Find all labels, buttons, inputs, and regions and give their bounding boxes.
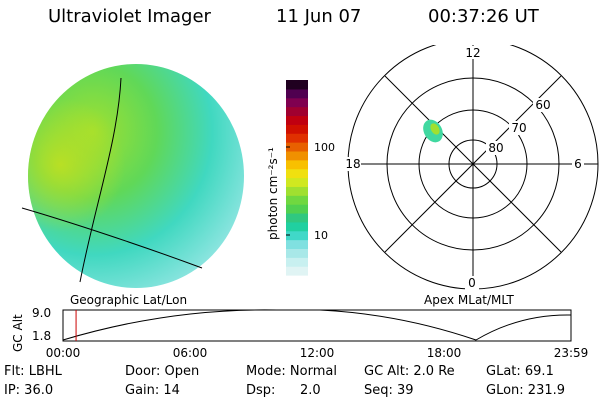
colorbar-segment — [286, 239, 308, 250]
latitude-line — [21, 207, 203, 269]
colorbar-scale — [286, 80, 308, 276]
colorbar-segment — [286, 230, 308, 241]
ip-status: IP: 36.0 — [4, 383, 54, 398]
instrument-title: Ultraviolet Imager — [48, 6, 211, 27]
meridian-diag-2 — [384, 75, 562, 253]
colorbar-segment — [286, 124, 308, 134]
colorbar-segment — [286, 142, 308, 152]
gc-alt-plot: GC Alt 9.0 1.8 00:00 06:00 12:00 18:00 2… — [11, 306, 589, 360]
colorbar-unit-label: photon cm⁻²s⁻¹ — [266, 147, 280, 240]
colorbar-segment — [286, 221, 308, 232]
longitude-line — [79, 77, 122, 283]
gc-alt-frame — [62, 309, 572, 342]
gc-alt-xtick: 00:00 — [46, 346, 81, 360]
colorbar-segment — [286, 168, 308, 179]
colorbar-segment — [286, 97, 308, 108]
colorbar-segment — [286, 186, 308, 196]
gc-alt-xtick: 12:00 — [300, 346, 335, 360]
gc-alt-ylabel: GC Alt — [11, 314, 25, 352]
lat-label-bg — [509, 121, 529, 135]
colorbar-segment — [286, 80, 308, 90]
colorbar-segment — [286, 266, 308, 276]
colorbar-tick-label: 100 — [314, 141, 335, 154]
gc-alt-xtick: 23:59 — [554, 346, 589, 360]
mlt-label-0: 0 — [468, 276, 476, 290]
seq-status: Seq: 39 — [364, 383, 414, 398]
earth-disk-highlight — [28, 64, 244, 288]
mode-status: Mode: Normal — [246, 364, 337, 379]
gc-alt-ytick: 9.0 — [32, 306, 51, 320]
colorbar-segment — [286, 248, 308, 258]
colorbar-segment — [286, 195, 308, 205]
apex-label: Apex MLat/MLT — [424, 293, 514, 307]
glon-status: GLon: 231.9 — [486, 383, 566, 398]
colorbar-segment — [286, 88, 308, 99]
colorbar-segment — [286, 212, 308, 223]
colorbar-segment — [286, 115, 308, 125]
mlat-label-70: 70 — [511, 121, 526, 135]
auroral-patch-core — [430, 123, 440, 135]
gc-alt-ytick: 1.8 — [32, 329, 51, 343]
dsp-value: 2.0 — [300, 383, 321, 398]
lat-label-bg — [486, 141, 506, 155]
colorbar-segment — [286, 106, 308, 117]
mlt-label-12: 12 — [465, 46, 480, 60]
gc-alt-status: GC Alt: 2.0 Re — [364, 364, 455, 379]
colorbar-segment — [286, 159, 308, 170]
mlt-label-bg — [466, 46, 480, 59]
geographic-label: Geographic Lat/Lon — [70, 293, 188, 307]
mlt-label-18: 18 — [345, 157, 360, 171]
colorbar-segment — [286, 257, 308, 267]
gc-alt-curve — [62, 309, 572, 341]
dsp-status: Dsp: — [246, 383, 276, 398]
polar-plot: 12 18 6 0 60 70 80 — [339, 45, 599, 290]
mlt-label-6: 6 — [574, 157, 582, 171]
date-label: 11 Jun 07 — [276, 6, 362, 27]
time-label: 00:37:26 UT — [428, 6, 539, 27]
filter-status: Flt: LBHL — [4, 364, 62, 379]
door-status: Door: Open — [125, 364, 200, 379]
gain-status: Gain: 14 — [125, 383, 180, 398]
mlat-label-80: 80 — [488, 141, 503, 155]
colorbar-segment — [286, 177, 308, 187]
gc-alt-xtick: 06:00 — [173, 346, 208, 360]
mlt-label-bg — [339, 157, 361, 171]
mlat-label-60: 60 — [535, 98, 550, 112]
gc-alt-xtick: 18:00 — [427, 346, 462, 360]
colorbar: 100 10 photon cm⁻²s⁻¹ — [266, 80, 335, 276]
colorbar-segment — [286, 204, 308, 214]
colorbar-tick-label: 10 — [314, 229, 328, 242]
lat-label-bg — [533, 98, 553, 112]
geographic-image — [21, 64, 244, 288]
colorbar-segment — [286, 133, 308, 143]
glat-status: GLat: 69.1 — [486, 364, 554, 379]
colorbar-segment — [286, 150, 308, 161]
mlt-label-bg — [465, 276, 479, 290]
mlt-label-bg — [572, 157, 584, 171]
